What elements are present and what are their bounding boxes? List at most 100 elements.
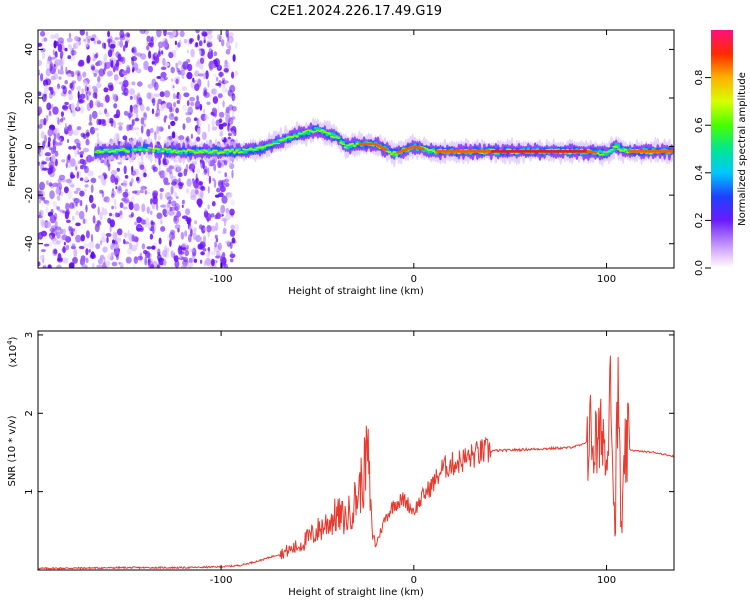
- x-tick-label: -100: [210, 575, 233, 586]
- noise-speckle: [229, 258, 234, 263]
- ridge-cell: [119, 149, 124, 152]
- noise-speckle: [175, 107, 180, 114]
- noise-speckle: [186, 216, 192, 224]
- noise-speckle: [43, 243, 50, 247]
- noise-speckle: [151, 98, 155, 103]
- noise-speckle: [133, 256, 138, 264]
- noise-speckle: [169, 238, 172, 247]
- noise-speckle: [166, 196, 173, 201]
- noise-speckle: [196, 136, 201, 142]
- noise-speckle: [84, 176, 89, 182]
- noise-speckle: [99, 254, 105, 260]
- noise-speckle: [215, 212, 221, 220]
- ridge-cell: [246, 148, 251, 151]
- noise-speckle: [107, 217, 112, 224]
- noise-speckle: [43, 37, 48, 42]
- noise-speckle: [45, 221, 51, 229]
- noise-speckle: [123, 232, 128, 238]
- noise-speckle: [126, 248, 132, 255]
- noise-speckle: [127, 112, 132, 119]
- noise-speckle: [38, 209, 44, 217]
- y-tick-label: 2: [24, 410, 35, 416]
- noise-speckle: [227, 132, 233, 137]
- noise-speckle: [114, 177, 119, 185]
- noise-speckle: [205, 114, 208, 118]
- noise-speckle: [88, 84, 91, 92]
- noise-speckle: [129, 104, 133, 113]
- noise-speckle: [160, 66, 167, 71]
- noise-speckle: [80, 234, 86, 242]
- noise-speckle: [216, 250, 221, 258]
- noise-speckle: [74, 148, 77, 157]
- noise-speckle: [231, 237, 236, 244]
- noise-speckle: [57, 83, 60, 90]
- noise-speckle: [80, 235, 83, 242]
- noise-speckle: [190, 80, 195, 89]
- spectrogram-axes: -100 0 100 -40 -20 0 20 40: [24, 30, 674, 285]
- noise-speckle: [186, 59, 191, 63]
- noise-speckle: [163, 170, 169, 177]
- noise-speckle: [212, 107, 217, 114]
- noise-speckle: [82, 79, 88, 87]
- noise-speckle: [147, 222, 152, 230]
- noise-speckle: [130, 177, 134, 184]
- noise-speckle: [150, 36, 154, 42]
- noise-speckle: [60, 50, 64, 57]
- y-tick-label: -20: [24, 187, 35, 203]
- noise-speckle: [130, 244, 138, 252]
- noise-speckle: [185, 112, 192, 116]
- noise-speckle: [190, 133, 193, 139]
- noise-speckle: [204, 208, 207, 213]
- noise-speckle: [206, 101, 211, 106]
- ridge-cell: [623, 148, 628, 151]
- noise-speckle: [52, 49, 55, 56]
- noise-speckle: [49, 190, 55, 200]
- spectrogram-ylabel: Frequency (Hz): [7, 111, 18, 187]
- noise-speckle: [91, 110, 98, 119]
- noise-speckle: [195, 186, 198, 196]
- noise-speckle: [90, 37, 95, 42]
- noise-speckle: [148, 50, 152, 59]
- noise-speckle: [179, 30, 185, 37]
- noise-speckle: [73, 190, 79, 194]
- ridge-cell: [149, 147, 154, 149]
- noise-speckle: [72, 256, 78, 264]
- ridge-cell: [612, 147, 616, 152]
- noise-speckle: [182, 61, 189, 70]
- noise-speckle: [168, 209, 175, 216]
- y-tick-label: 20: [24, 92, 35, 105]
- noise-speckle: [159, 188, 164, 192]
- noise-speckle: [192, 247, 197, 257]
- noise-speckle: [154, 223, 157, 232]
- noise-speckle: [143, 111, 147, 118]
- ridge-cell: [225, 148, 230, 151]
- noise-speckle: [68, 146, 73, 150]
- noise-speckle: [229, 84, 236, 93]
- noise-speckle: [170, 229, 176, 235]
- noise-speckle: [118, 261, 121, 265]
- noise-speckle: [231, 116, 236, 120]
- noise-speckle: [124, 40, 129, 49]
- noise-speckle: [122, 45, 126, 52]
- noise-speckle: [194, 70, 200, 77]
- noise-speckle: [230, 199, 235, 206]
- noise-speckle: [80, 165, 84, 170]
- noise-speckle: [138, 97, 143, 106]
- noise-speckle: [89, 113, 92, 123]
- noise-speckle: [102, 42, 106, 49]
- noise-speckle: [82, 147, 89, 153]
- noise-speckle: [95, 61, 100, 67]
- ridge-cell: [195, 151, 200, 154]
- noise-speckle: [38, 146, 41, 155]
- noise-speckle: [42, 196, 46, 202]
- noise-speckle: [80, 150, 85, 155]
- noise-speckle: [216, 187, 221, 193]
- noise-speckle: [181, 247, 187, 251]
- noise-speckle: [135, 131, 140, 136]
- noise-speckle: [67, 154, 71, 161]
- noise-speckle: [48, 110, 52, 116]
- noise-speckle: [199, 104, 203, 111]
- noise-speckle: [197, 73, 204, 77]
- ridge-cell: [200, 151, 204, 154]
- noise-speckle: [108, 87, 114, 92]
